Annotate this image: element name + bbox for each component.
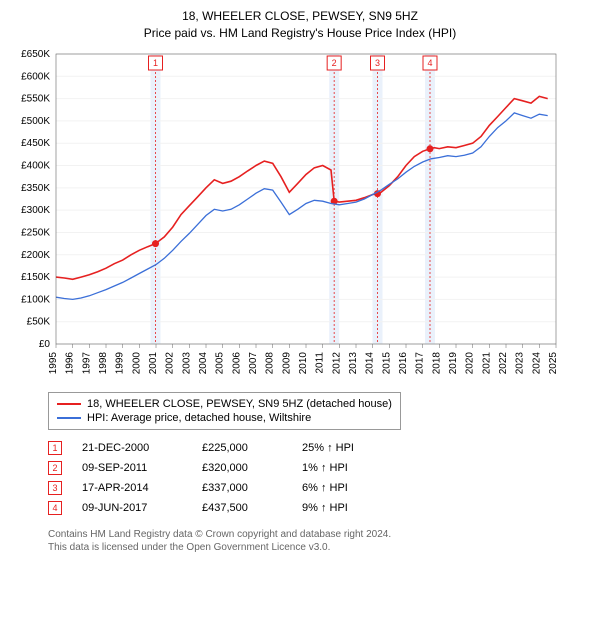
- event-date: 17-APR-2014: [82, 482, 182, 494]
- svg-text:2009: 2009: [281, 351, 292, 374]
- event-marker: 1: [48, 441, 62, 455]
- title-line-1: 18, WHEELER CLOSE, PEWSEY, SN9 5HZ: [8, 8, 592, 25]
- legend-swatch: [57, 417, 81, 419]
- svg-text:£300K: £300K: [21, 205, 50, 216]
- svg-text:1998: 1998: [98, 351, 109, 374]
- svg-text:2023: 2023: [515, 351, 526, 374]
- legend-swatch: [57, 403, 81, 405]
- event-pct: 1% ↑ HPI: [302, 462, 382, 474]
- svg-text:£650K: £650K: [21, 49, 50, 60]
- svg-text:£450K: £450K: [21, 138, 50, 149]
- svg-text:£100K: £100K: [21, 294, 50, 305]
- svg-text:2003: 2003: [181, 351, 192, 374]
- event-row: 2 09-SEP-2011 £320,000 1% ↑ HPI: [48, 458, 592, 478]
- svg-text:2008: 2008: [265, 351, 276, 374]
- svg-text:3: 3: [375, 58, 380, 68]
- event-row: 1 21-DEC-2000 £225,000 25% ↑ HPI: [48, 438, 592, 458]
- price-chart: £0 £50K £100K £150K £200K £250K £300K £350K £400…: [8, 46, 568, 386]
- svg-text:2024: 2024: [531, 351, 542, 374]
- svg-text:1: 1: [153, 58, 158, 68]
- svg-text:2021: 2021: [481, 351, 492, 374]
- svg-text:£250K: £250K: [21, 227, 50, 238]
- svg-text:2000: 2000: [131, 351, 142, 374]
- event-date: 21-DEC-2000: [82, 442, 182, 454]
- legend-item: 18, WHEELER CLOSE, PEWSEY, SN9 5HZ (deta…: [57, 397, 392, 411]
- event-marker: 2: [48, 461, 62, 475]
- svg-text:£400K: £400K: [21, 160, 50, 171]
- svg-text:2016: 2016: [398, 351, 409, 374]
- svg-text:2017: 2017: [415, 351, 426, 374]
- svg-text:£500K: £500K: [21, 116, 50, 127]
- footer-line-2: This data is licensed under the Open Gov…: [48, 541, 592, 554]
- svg-text:1995: 1995: [48, 351, 59, 374]
- legend-label: 18, WHEELER CLOSE, PEWSEY, SN9 5HZ (deta…: [87, 398, 392, 410]
- event-date: 09-JUN-2017: [82, 502, 182, 514]
- svg-text:£150K: £150K: [21, 272, 50, 283]
- event-pct: 25% ↑ HPI: [302, 442, 382, 454]
- svg-text:1997: 1997: [81, 351, 92, 374]
- svg-text:2013: 2013: [348, 351, 359, 374]
- svg-text:2012: 2012: [331, 351, 342, 374]
- svg-text:2015: 2015: [381, 351, 392, 374]
- svg-text:2002: 2002: [165, 351, 176, 374]
- events-table: 1 21-DEC-2000 £225,000 25% ↑ HPI 2 09-SE…: [48, 438, 592, 518]
- event-row: 3 17-APR-2014 £337,000 6% ↑ HPI: [48, 478, 592, 498]
- svg-text:£0: £0: [39, 339, 51, 350]
- svg-text:4: 4: [427, 58, 432, 68]
- legend-item: HPI: Average price, detached house, Wilt…: [57, 411, 392, 425]
- svg-text:2007: 2007: [248, 351, 259, 374]
- svg-text:£600K: £600K: [21, 71, 50, 82]
- svg-text:2010: 2010: [298, 351, 309, 374]
- svg-text:2: 2: [332, 58, 337, 68]
- footer-line-1: Contains HM Land Registry data © Crown c…: [48, 528, 592, 541]
- svg-text:£50K: £50K: [27, 316, 51, 327]
- svg-text:2025: 2025: [548, 351, 559, 374]
- event-price: £225,000: [202, 442, 282, 454]
- svg-text:1996: 1996: [65, 351, 76, 374]
- svg-text:2006: 2006: [231, 351, 242, 374]
- event-price: £320,000: [202, 462, 282, 474]
- svg-text:2018: 2018: [431, 351, 442, 374]
- svg-text:£350K: £350K: [21, 182, 50, 193]
- svg-text:£200K: £200K: [21, 249, 50, 260]
- footer-note: Contains HM Land Registry data © Crown c…: [48, 528, 592, 554]
- event-date: 09-SEP-2011: [82, 462, 182, 474]
- svg-text:1999: 1999: [115, 351, 126, 374]
- svg-text:2004: 2004: [198, 351, 209, 374]
- chart-title-block: 18, WHEELER CLOSE, PEWSEY, SN9 5HZ Price…: [8, 8, 592, 42]
- svg-text:2005: 2005: [215, 351, 226, 374]
- svg-text:2001: 2001: [148, 351, 159, 374]
- event-price: £437,500: [202, 502, 282, 514]
- svg-text:£550K: £550K: [21, 93, 50, 104]
- legend: 18, WHEELER CLOSE, PEWSEY, SN9 5HZ (deta…: [48, 392, 401, 430]
- event-row: 4 09-JUN-2017 £437,500 9% ↑ HPI: [48, 498, 592, 518]
- svg-text:2020: 2020: [465, 351, 476, 374]
- chart-container: £0 £50K £100K £150K £200K £250K £300K £350K £400…: [8, 46, 592, 386]
- event-pct: 6% ↑ HPI: [302, 482, 382, 494]
- svg-text:2011: 2011: [315, 351, 326, 373]
- svg-text:2022: 2022: [498, 351, 509, 374]
- event-marker: 3: [48, 481, 62, 495]
- event-price: £337,000: [202, 482, 282, 494]
- svg-text:2019: 2019: [448, 351, 459, 374]
- title-line-2: Price paid vs. HM Land Registry's House …: [8, 25, 592, 42]
- event-marker: 4: [48, 501, 62, 515]
- legend-label: HPI: Average price, detached house, Wilt…: [87, 412, 311, 424]
- event-pct: 9% ↑ HPI: [302, 502, 382, 514]
- svg-text:2014: 2014: [365, 351, 376, 374]
